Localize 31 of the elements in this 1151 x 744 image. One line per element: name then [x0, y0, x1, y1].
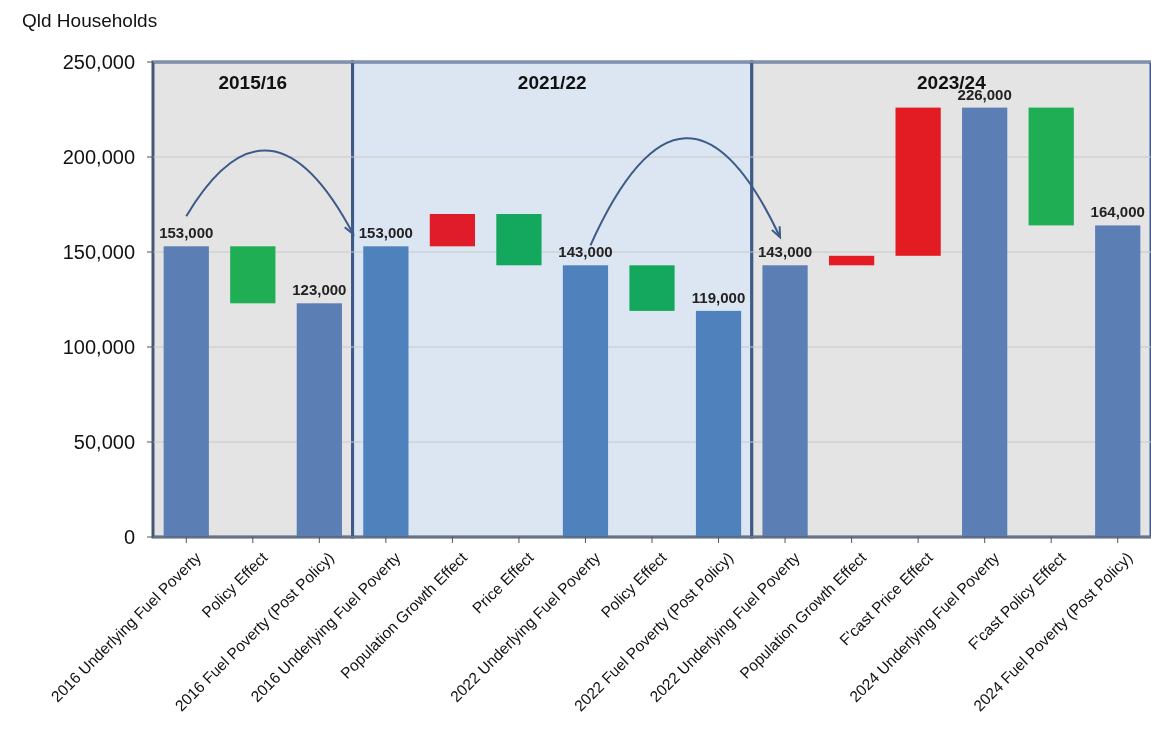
data-label: 164,000 — [1090, 203, 1145, 221]
data-label: 153,000 — [159, 224, 214, 242]
bar — [429, 214, 476, 247]
bar — [230, 246, 276, 304]
bar — [496, 214, 542, 266]
data-label: 143,000 — [558, 243, 613, 261]
bar — [562, 265, 609, 537]
bar — [1095, 225, 1141, 537]
y-tick-label: 250,000 — [62, 51, 135, 73]
y-tick-label: 0 — [123, 526, 135, 548]
bar — [895, 107, 941, 256]
data-label: 123,000 — [292, 281, 347, 299]
bar — [762, 265, 808, 537]
y-tick-label: 50,000 — [73, 431, 135, 453]
bar — [1028, 107, 1074, 226]
data-label: 153,000 — [358, 224, 413, 242]
bar — [296, 303, 342, 537]
bar — [629, 265, 675, 311]
bar — [163, 246, 209, 537]
y-tick-label: 150,000 — [62, 241, 135, 263]
annotation: 2021/22 — [517, 72, 587, 93]
y-axis-title: Qld Households — [22, 10, 158, 31]
bar — [363, 246, 409, 537]
bar — [695, 310, 742, 537]
data-label: 119,000 — [691, 288, 746, 306]
y-tick-label: 200,000 — [62, 146, 135, 168]
bar — [828, 255, 875, 266]
bar — [962, 107, 1008, 537]
data-label: 143,000 — [757, 243, 813, 261]
y-tick-label: 100,000 — [62, 336, 135, 358]
annotation: 2015/16 — [218, 72, 288, 93]
